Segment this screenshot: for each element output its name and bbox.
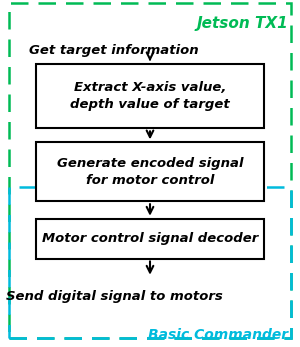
- Bar: [36, 219, 264, 259]
- Bar: [36, 64, 264, 128]
- Text: Extract X-axis value,
depth value of target: Extract X-axis value, depth value of tar…: [70, 81, 230, 111]
- Text: Basic Commander: Basic Commander: [148, 328, 288, 342]
- Text: Motor control signal decoder: Motor control signal decoder: [42, 232, 258, 245]
- Bar: [9, 187, 291, 338]
- Text: Get target information: Get target information: [29, 44, 199, 57]
- Text: Generate encoded signal
for motor control: Generate encoded signal for motor contro…: [57, 157, 243, 187]
- Text: Send digital signal to motors: Send digital signal to motors: [6, 290, 222, 303]
- Bar: [36, 142, 264, 201]
- Text: Jetson TX1: Jetson TX1: [196, 16, 288, 31]
